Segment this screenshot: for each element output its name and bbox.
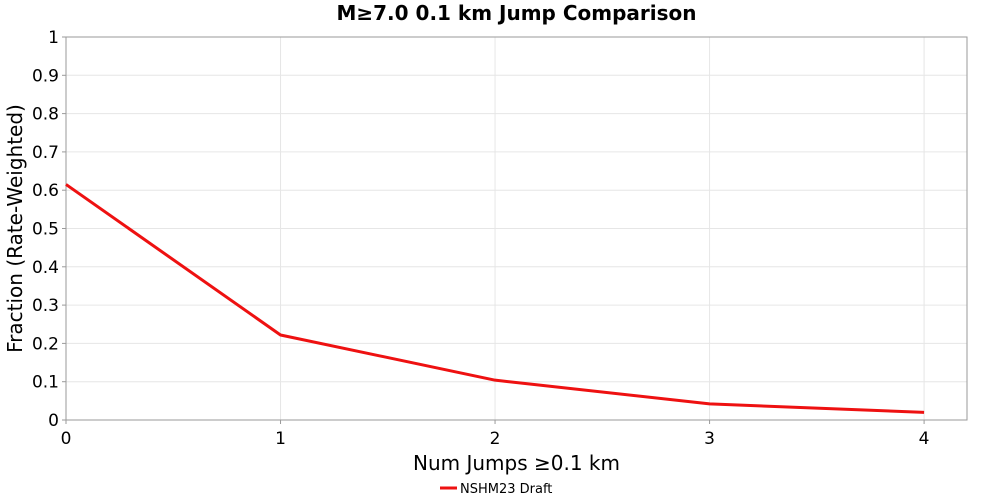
y-tick-label: 0.2 bbox=[32, 334, 59, 354]
legend-label-nshm23-draft: NSHM23 Draft bbox=[460, 482, 552, 497]
axis-ticks: 0 0.1 0.2 0.3 0.4 0.5 0.6 0.7 0.8 0.9 1 0 1 2 3 4 bbox=[32, 28, 930, 449]
y-tick-label: 0.9 bbox=[32, 66, 59, 86]
x-tick-label: 4 bbox=[919, 429, 930, 449]
y-tick-label: 0.7 bbox=[32, 143, 59, 163]
x-axis-label: Num Jumps ≥0.1 km bbox=[413, 451, 620, 475]
x-tick-label: 2 bbox=[490, 429, 501, 449]
y-tick-label: 1 bbox=[48, 28, 59, 48]
y-axis-label: Fraction (Rate-Weighted) bbox=[3, 104, 27, 353]
legend: NSHM23 Draft bbox=[440, 482, 552, 497]
grid bbox=[66, 37, 967, 420]
y-tick-label: 0.6 bbox=[32, 181, 59, 201]
y-tick-label: 0 bbox=[48, 411, 59, 431]
y-tick-label: 0.3 bbox=[32, 296, 59, 316]
y-tick-label: 0.8 bbox=[32, 105, 59, 125]
x-tick-label: 3 bbox=[704, 429, 715, 449]
x-tick-label: 1 bbox=[275, 429, 286, 449]
x-tick-label: 0 bbox=[61, 429, 72, 449]
y-tick-label: 0.5 bbox=[32, 220, 59, 240]
chart-title: M≥7.0 0.1 km Jump Comparison bbox=[336, 1, 696, 25]
y-tick-label: 0.4 bbox=[32, 258, 59, 278]
y-tick-label: 0.1 bbox=[32, 373, 59, 393]
series-layer bbox=[65, 183, 925, 414]
